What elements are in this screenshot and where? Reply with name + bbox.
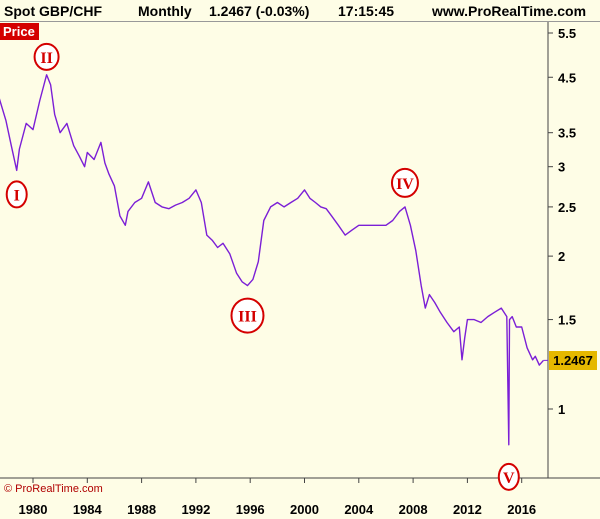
wave-label-circle bbox=[5, 180, 28, 209]
price-series bbox=[0, 74, 548, 446]
y-tick-label: 5.5 bbox=[558, 26, 576, 41]
y-tick-label: 3 bbox=[558, 160, 565, 175]
wave-label-circle bbox=[33, 42, 60, 71]
timeframe-label[interactable]: Monthly bbox=[138, 3, 192, 19]
last-price-tag: 1.2467 bbox=[549, 351, 597, 370]
copyright-text: © ProRealTime.com bbox=[4, 483, 103, 495]
wave-label-text: II bbox=[40, 50, 52, 67]
wave-label-text: III bbox=[238, 309, 257, 326]
wave-label-v: V bbox=[497, 462, 520, 491]
x-tick-label: 1980 bbox=[19, 502, 48, 517]
x-tick-label: 1996 bbox=[236, 502, 265, 517]
wave-label-text: I bbox=[14, 187, 20, 204]
x-tick-label: 2004 bbox=[344, 502, 374, 517]
site-link[interactable]: www.ProRealTime.com bbox=[432, 3, 587, 19]
x-tick-label: 2016 bbox=[507, 502, 536, 517]
x-tick-label: 2008 bbox=[399, 502, 428, 517]
quote-time: 17:15:45 bbox=[338, 3, 395, 19]
tick-labels: 5.5 4.5 3.5 3 2.5 2 1.5 1 1980 1984 1988 1992 1996 20… bbox=[19, 26, 577, 517]
wave-label-iv: IV bbox=[390, 167, 419, 198]
y-tick-label: 1 bbox=[558, 402, 565, 417]
wave-label-circle bbox=[497, 462, 520, 491]
last-quote: 1.2467 (-0.03%) bbox=[209, 3, 310, 19]
wave-label-ii: II bbox=[33, 42, 60, 71]
x-tick-label: 1984 bbox=[73, 502, 103, 517]
wave-label-text: IV bbox=[396, 176, 414, 193]
wave-label-circle bbox=[390, 167, 419, 198]
price-line bbox=[0, 74, 544, 446]
wave-label-i: I bbox=[5, 180, 28, 209]
y-tick-label: 2.5 bbox=[558, 200, 576, 215]
price-panel-label: Price bbox=[0, 23, 39, 40]
x-tick-label: 2000 bbox=[290, 502, 319, 517]
x-tick-label: 1992 bbox=[181, 502, 210, 517]
y-tick-label: 1.5 bbox=[558, 313, 576, 328]
chart-header: Spot GBP/CHF Monthly 1.2467 (-0.03%) 17:… bbox=[0, 0, 600, 22]
y-tick-label: 3.5 bbox=[558, 126, 576, 141]
x-tick-label: 2012 bbox=[453, 502, 482, 517]
wave-label-text: V bbox=[503, 470, 515, 487]
y-tick-label: 2 bbox=[558, 249, 565, 264]
x-tick-label: 1988 bbox=[127, 502, 156, 517]
y-tick-label: 4.5 bbox=[558, 70, 576, 85]
axes bbox=[0, 21, 600, 479]
wave-label-circle bbox=[230, 297, 265, 334]
wave-label-iii: III bbox=[230, 297, 265, 334]
instrument-title: Spot GBP/CHF bbox=[4, 3, 102, 19]
